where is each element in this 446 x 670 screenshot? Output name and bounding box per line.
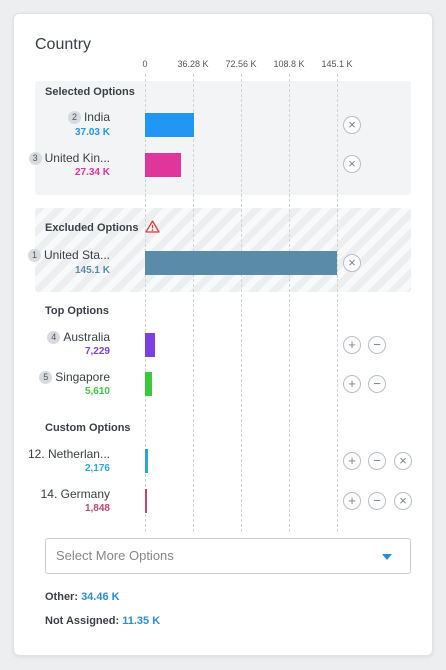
exclude-germany-button[interactable]: − [368,492,386,510]
row-label: India [83,110,110,124]
plus-icon: + [348,376,356,391]
rank-badge: 1 [27,249,41,262]
rank-badge: 3 [28,152,42,165]
other-summary: Other: 34.46 K [45,591,120,603]
not-assigned-summary: Not Assigned: 11.35 K [45,615,160,627]
row-name-uk[interactable]: 3 United Kin... [28,151,110,165]
add-australia-button[interactable]: + [343,336,361,354]
bar-uk [145,153,182,177]
row-value-singapore: 5,610 [84,386,110,397]
bar-us [145,251,337,275]
exclude-netherlands-button[interactable]: − [368,452,386,470]
minus-icon: − [373,453,381,468]
close-icon: × [348,156,356,171]
exclude-singapore-button[interactable]: − [368,375,386,393]
exclude-australia-button[interactable]: − [368,336,386,354]
excluded-options-panel [35,208,411,292]
rank-badge: 5 [39,371,53,384]
remove-netherlands-button[interactable]: × [394,452,412,470]
minus-icon: − [373,376,381,391]
excluded-options-text: Excluded Options [45,222,139,234]
row-label: Australia [63,330,110,344]
country-filter-card: Country 0 36.28 K 72.56 K 108.8 K 145.1 … [13,13,433,656]
row-name-netherlands[interactable]: 12. Netherlan... [27,447,110,461]
bar-singapore [145,372,153,396]
selected-options-label: Selected Options [45,86,135,98]
row-label: Singapore [55,370,110,384]
axis-tick-4: 145.1 K [321,59,353,69]
add-germany-button[interactable]: + [343,492,361,510]
row-value-germany: 1,848 [84,503,110,514]
plus-icon: + [348,337,356,352]
close-icon: × [399,453,407,468]
bar-india [145,113,194,137]
row-value-uk: 27.34 K [74,167,110,178]
chevron-down-icon[interactable] [382,554,392,560]
other-value: 34.46 K [81,591,120,603]
remove-germany-button[interactable]: × [394,492,412,510]
gridline-2 [241,74,242,532]
minus-icon: − [373,337,381,352]
row-value-australia: 7,229 [84,346,110,357]
rank-badge: 2 [67,111,81,124]
gridline-4 [337,74,338,532]
row-name-germany[interactable]: 14. Germany [40,487,110,501]
row-name-us[interactable]: 1 United Sta... [27,248,110,262]
gridline-1 [193,74,194,532]
axis-tick-1: 36.28 K [177,59,209,69]
bar-australia [145,333,155,357]
row-name-india[interactable]: 2 India [67,110,110,124]
warning-icon [144,220,160,233]
select-more-options-dropdown[interactable]: Select More Options [45,538,411,574]
remove-india-button[interactable]: × [343,116,361,134]
row-value-netherlands: 2,176 [84,463,110,474]
plus-icon: + [348,493,356,508]
selected-options-panel [35,81,411,195]
rank-badge: 4 [47,331,61,344]
minus-icon: − [373,493,381,508]
gridline-0 [145,74,146,532]
excluded-options-label: Excluded Options [45,220,160,234]
custom-options-label: Custom Options [45,422,131,434]
bar-netherlands [145,449,148,473]
card-title: Country [35,36,92,53]
bar-germany [145,489,148,513]
row-value-us: 145.1 K [74,265,110,276]
select-more-placeholder: Select More Options [56,548,174,563]
not-assigned-value: 11.35 K [122,615,161,627]
plus-icon: + [348,453,356,468]
top-options-label: Top Options [45,305,109,317]
gridline-3 [289,74,290,532]
row-label: United Sta... [43,248,110,262]
axis-tick-0: 0 [142,59,148,69]
row-value-india: 37.03 K [74,127,110,138]
close-icon: × [348,255,356,270]
other-label: Other: [45,591,78,603]
add-netherlands-button[interactable]: + [343,452,361,470]
remove-uk-button[interactable]: × [343,155,361,173]
row-name-singapore[interactable]: 5 Singapore [39,370,110,384]
axis-tick-3: 108.8 K [273,59,305,69]
close-icon: × [348,117,356,132]
axis-tick-2: 72.56 K [225,59,257,69]
not-assigned-label: Not Assigned: [45,615,120,627]
row-name-australia[interactable]: 4 Australia [47,330,110,344]
remove-us-button[interactable]: × [343,254,361,272]
add-singapore-button[interactable]: + [343,375,361,393]
close-icon: × [399,493,407,508]
row-label: United Kin... [44,151,110,165]
